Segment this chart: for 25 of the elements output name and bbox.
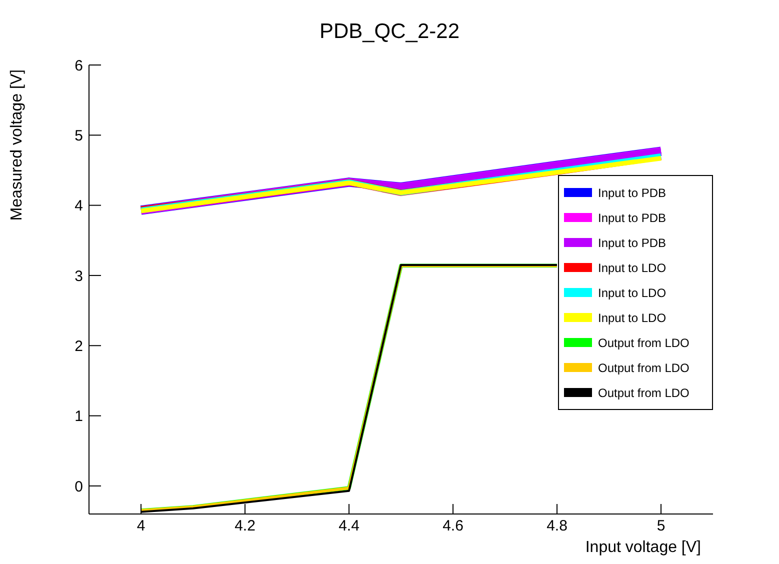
y-tick-label: 1 bbox=[74, 408, 83, 426]
y-tick-label: 2 bbox=[74, 338, 83, 355]
legend-label: Input to PDB bbox=[598, 236, 666, 250]
legend-label: Output from LDO bbox=[598, 360, 690, 374]
y-axis-title: Measured voltage [V] bbox=[8, 69, 26, 221]
x-tick-label: 4.4 bbox=[338, 518, 360, 535]
y-tick-label: 0 bbox=[74, 478, 83, 496]
legend-label: Input to PDB bbox=[598, 186, 666, 200]
y-tick-label: 3 bbox=[74, 268, 83, 285]
legend-label: Output from LDO bbox=[598, 386, 690, 400]
legend-label: Input to PDB bbox=[598, 210, 666, 224]
x-tick-label: 5 bbox=[656, 518, 666, 535]
x-tick-label: 4.2 bbox=[234, 518, 256, 535]
x-axis-title: Input voltage [V] bbox=[585, 539, 701, 556]
y-tick-label: 5 bbox=[74, 127, 83, 144]
chart-title: PDB_QC_2-22 bbox=[318, 20, 461, 44]
x-tick-label: 4 bbox=[136, 518, 146, 535]
x-tick-label: 4.6 bbox=[442, 518, 464, 535]
legend-label: Output from LDO bbox=[598, 336, 690, 350]
legend-label: Input to LDO bbox=[598, 260, 666, 274]
legend-label: Input to LDO bbox=[598, 310, 666, 324]
x-tick-label: 4.8 bbox=[546, 518, 568, 535]
y-tick-label: 6 bbox=[74, 57, 83, 74]
y-tick-label: 4 bbox=[74, 198, 83, 215]
legend-label: Input to LDO bbox=[598, 286, 666, 300]
